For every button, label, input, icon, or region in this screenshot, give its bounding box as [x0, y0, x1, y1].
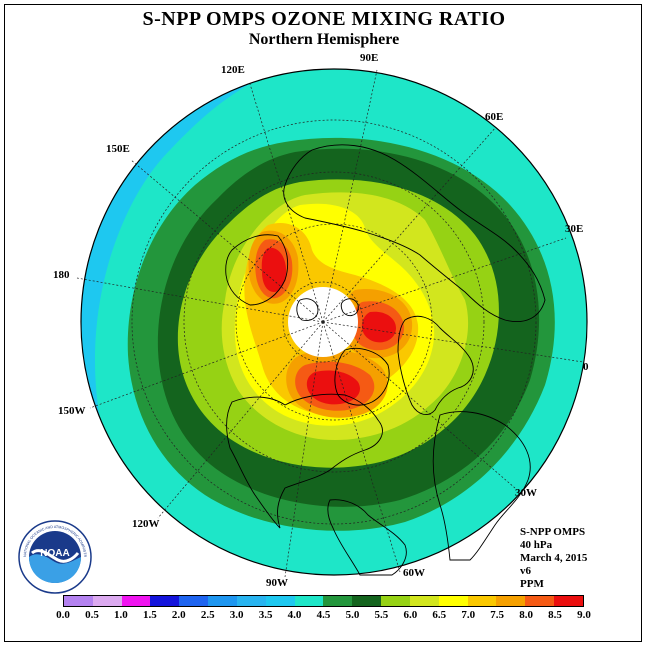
graticule: [76, 69, 584, 578]
colorbar-tick-label: 7.0: [461, 609, 476, 621]
ozone-field: [81, 69, 587, 575]
colorbar-segment-2: [121, 596, 151, 606]
colorbar-segment-7: [265, 596, 295, 606]
colorbar-tick-label: 6.5: [432, 609, 447, 621]
colorbar-tick-label: 4.0: [287, 609, 302, 621]
colorbar-segment-11: [381, 596, 410, 606]
colorbar-segment-5: [208, 596, 237, 606]
colorbar-tick-label: 5.5: [374, 609, 389, 621]
continent-outlines: [225, 144, 546, 576]
colorbar-segment-14: [467, 596, 497, 606]
south-america-outline: [327, 499, 407, 576]
map-boundary: [80, 68, 588, 576]
north-america-outline: [226, 393, 383, 529]
europe-outline: [397, 315, 474, 416]
colorbar-segment-15: [496, 596, 526, 606]
noaa-logo-text: NOAA: [40, 548, 69, 559]
colorbar-tick-label: 1.0: [114, 609, 128, 621]
lon-label-60e: 60E: [485, 111, 503, 123]
alaska-outline: [225, 234, 289, 306]
lon-label-90w: 90W: [266, 577, 288, 589]
lon-label-150e: 150E: [106, 143, 130, 155]
map-title: S-NPP OMPS OZONE MIXING RATIO: [142, 8, 506, 30]
product-info: S-NPP OMPS 40 hPa March 4, 2015 v6 PPM: [520, 526, 587, 591]
colorbar-tick-label: 5.0: [345, 609, 360, 621]
colorbar-tick-label: 1.5: [142, 609, 157, 621]
info-pressure: 40 hPa: [520, 539, 553, 551]
colorbar-segment-3: [150, 596, 180, 606]
colorbar: [63, 595, 584, 607]
colorbar-segment-10: [352, 596, 382, 606]
colorbar-tick-label: 3.0: [229, 609, 244, 621]
colorbar-segment-1: [92, 596, 122, 606]
colorbar-tick-label: 4.5: [316, 609, 331, 621]
colorbar-tick-label: 6.0: [403, 609, 418, 621]
colorbar-ticks: 0.0 0.5 1.0 1.5 2.0 2.5 3.0 3.5 4.0 4.5 5.0 5.5 6.0 6…: [50, 609, 598, 623]
info-instrument: S-NPP OMPS: [520, 526, 586, 538]
colorbar-tick-label: 8.0: [519, 609, 533, 621]
colorbar-segment-8: [294, 596, 324, 606]
lon-label-30e: 30E: [565, 223, 583, 235]
colorbar-segment-4: [179, 596, 209, 606]
ozone-band-8.5: [261, 247, 396, 405]
colorbar-segment-16: [525, 596, 555, 606]
arctic-islands-outline: [296, 298, 359, 321]
colorbar-tick-label: 2.5: [200, 609, 215, 621]
info-version: v6: [520, 565, 531, 577]
colorbar-segment-13: [438, 596, 468, 606]
lon-label-120w: 120W: [132, 518, 160, 530]
lon-label-150w: 150W: [58, 405, 86, 417]
noaa-logo: NOAA NATIONAL OCEANIC AND ATMOSPHERIC AD…: [18, 520, 92, 594]
lon-label-0: 0: [583, 361, 589, 373]
greenland-outline: [334, 347, 390, 406]
lon-label-90e: 90E: [360, 52, 378, 64]
colorbar-tick-label: 2.0: [171, 609, 186, 621]
info-units: PPM: [520, 578, 544, 590]
colorbar-segment-0: [64, 596, 93, 606]
asia-outline: [283, 144, 546, 322]
colorbar-segment-12: [409, 596, 439, 606]
lon-label-30w: 30W: [515, 487, 537, 499]
colorbar-tick-label: 8.5: [548, 609, 562, 621]
colorbar-segment-6: [236, 596, 266, 606]
longitude-labels: 90E 60E 30E 0 30W 60W 90W 120W 150W 180 …: [53, 52, 589, 589]
lon-label-120e: 120E: [221, 64, 245, 76]
africa-outline: [432, 411, 531, 561]
colorbar-tick-label: 0.5: [85, 609, 99, 621]
map-subtitle: Northern Hemisphere: [248, 31, 400, 48]
info-date: March 4, 2015: [520, 552, 588, 564]
colorbar-tick-label: 7.5: [490, 609, 505, 621]
colorbar-tick-label: 9.0: [577, 609, 591, 621]
lon-label-180: 180: [53, 269, 70, 281]
figure-frame: [4, 4, 642, 642]
colorbar-segment-9: [323, 596, 353, 606]
lon-label-60w: 60W: [403, 567, 425, 579]
colorbar-tick-label: 0.0: [56, 609, 70, 621]
colorbar-tick-label: 3.5: [258, 609, 273, 621]
colorbar-segment-17: [554, 596, 583, 606]
